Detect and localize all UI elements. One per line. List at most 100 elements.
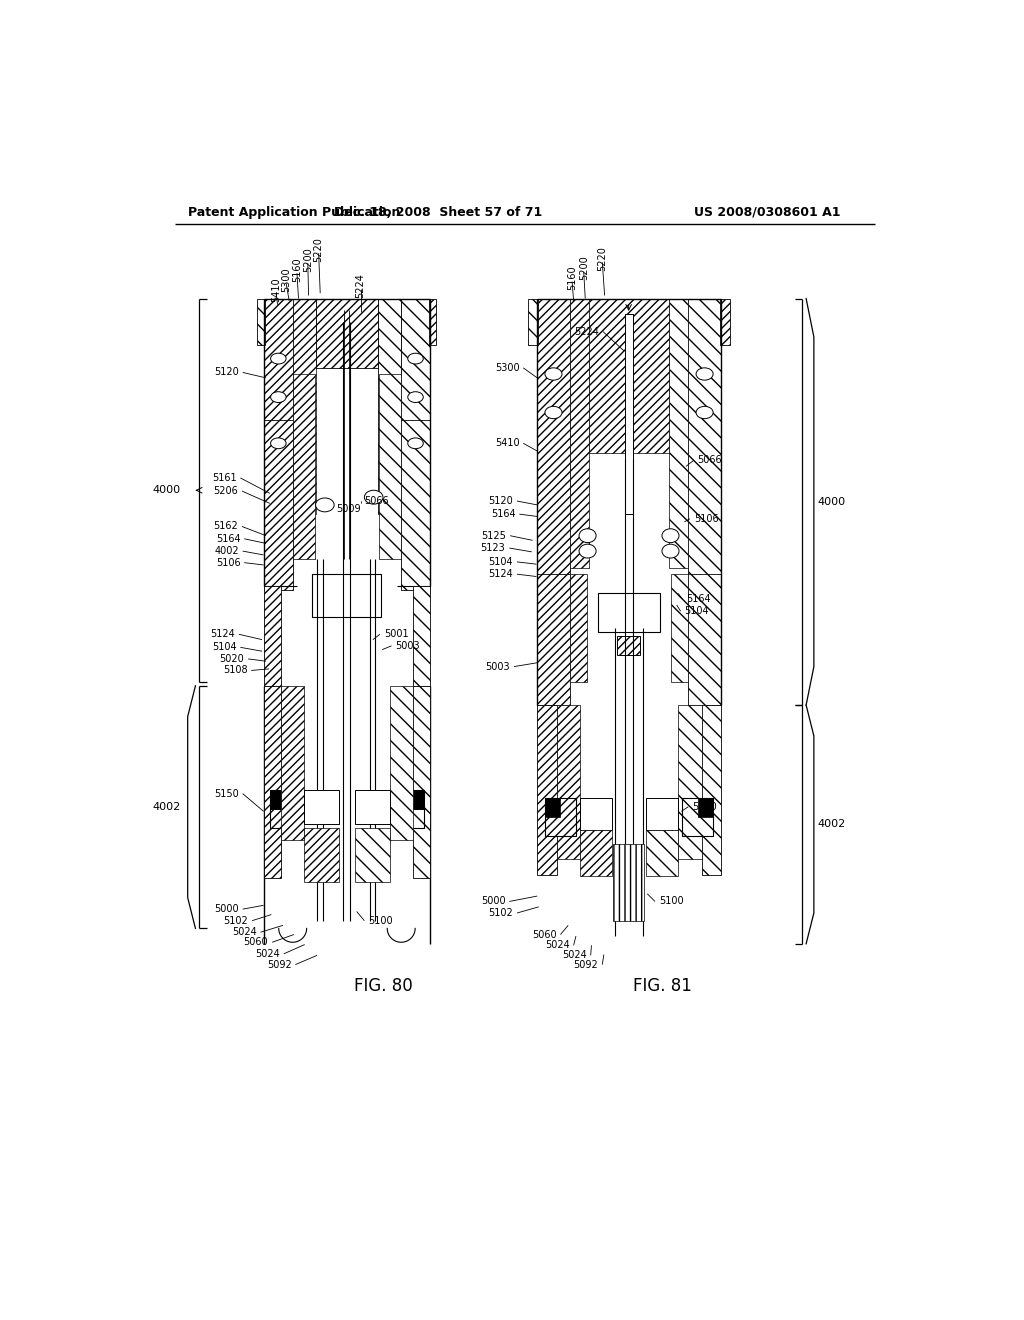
Bar: [397, 789, 424, 829]
Ellipse shape: [579, 529, 596, 543]
Bar: [270, 789, 297, 829]
Text: 5000: 5000: [481, 896, 506, 907]
Text: 5164: 5164: [490, 510, 515, 519]
Bar: [263, 298, 293, 560]
Text: 5066: 5066: [365, 496, 389, 506]
Text: 5125: 5125: [481, 531, 506, 541]
Text: 5100: 5100: [369, 916, 393, 925]
Text: FIG. 81: FIG. 81: [633, 977, 692, 995]
Text: 5200: 5200: [579, 255, 589, 280]
Text: 5120: 5120: [488, 496, 513, 506]
Bar: [669, 298, 688, 568]
Bar: [414, 586, 430, 686]
Bar: [538, 298, 569, 576]
Ellipse shape: [696, 407, 713, 418]
Bar: [316, 298, 378, 368]
Bar: [390, 686, 414, 840]
Text: 5150: 5150: [692, 801, 717, 812]
Bar: [293, 374, 314, 558]
Ellipse shape: [408, 354, 423, 364]
Bar: [672, 574, 688, 682]
Bar: [682, 797, 713, 836]
Bar: [414, 686, 430, 878]
Text: 5224: 5224: [574, 326, 599, 337]
Bar: [646, 797, 678, 830]
Bar: [678, 705, 701, 859]
Bar: [688, 298, 721, 576]
Bar: [569, 298, 589, 568]
Bar: [528, 298, 538, 345]
Text: 5410: 5410: [495, 438, 519, 449]
Bar: [263, 586, 281, 686]
Bar: [270, 789, 284, 809]
Bar: [617, 636, 640, 655]
Bar: [598, 594, 659, 632]
Text: 5060: 5060: [531, 929, 557, 940]
Text: 5108: 5108: [223, 665, 248, 676]
Text: 5123: 5123: [480, 543, 506, 553]
Bar: [400, 298, 430, 560]
Bar: [545, 797, 575, 836]
Ellipse shape: [270, 354, 286, 364]
Bar: [580, 830, 612, 876]
Bar: [281, 686, 304, 840]
Text: 5001: 5001: [384, 630, 409, 639]
Bar: [720, 298, 730, 345]
Text: Dec. 18, 2008  Sheet 57 of 71: Dec. 18, 2008 Sheet 57 of 71: [334, 206, 542, 219]
Bar: [263, 686, 281, 878]
Text: 5124: 5124: [488, 569, 513, 579]
Bar: [545, 797, 560, 817]
Text: 5102: 5102: [488, 908, 513, 917]
Text: 4002: 4002: [214, 546, 239, 556]
Text: 4002: 4002: [153, 801, 180, 812]
Bar: [379, 374, 400, 558]
Bar: [304, 829, 339, 882]
Text: 5160: 5160: [292, 257, 302, 281]
Text: 4002: 4002: [818, 820, 846, 829]
Ellipse shape: [270, 392, 286, 403]
Bar: [355, 829, 390, 882]
Text: 5120: 5120: [214, 367, 239, 378]
Text: 5066: 5066: [697, 455, 722, 465]
Text: 5000: 5000: [214, 904, 239, 915]
Bar: [293, 298, 316, 515]
Text: 5024: 5024: [545, 940, 569, 950]
Ellipse shape: [315, 498, 334, 512]
Bar: [688, 574, 721, 705]
Text: 5410: 5410: [271, 277, 281, 301]
Text: 5200: 5200: [303, 247, 312, 272]
Text: 5003: 5003: [395, 640, 420, 651]
Bar: [697, 797, 713, 817]
Text: 5060: 5060: [244, 937, 268, 948]
Ellipse shape: [408, 438, 423, 449]
Bar: [355, 789, 390, 825]
Text: 5092: 5092: [267, 960, 292, 970]
Ellipse shape: [545, 407, 562, 418]
Text: Patent Application Publication: Patent Application Publication: [188, 206, 400, 219]
Text: 5220: 5220: [597, 246, 607, 271]
Text: 5206: 5206: [213, 486, 238, 496]
Text: 4000: 4000: [818, 496, 846, 507]
Ellipse shape: [545, 368, 562, 380]
Text: 5161: 5161: [212, 473, 237, 483]
Text: 5100: 5100: [658, 896, 683, 907]
Bar: [613, 843, 644, 921]
Bar: [257, 298, 265, 345]
Bar: [538, 705, 557, 874]
Bar: [538, 574, 569, 705]
Text: 5104: 5104: [212, 643, 237, 652]
Text: FIG. 80: FIG. 80: [354, 977, 413, 995]
Text: 5102: 5102: [223, 916, 248, 925]
Bar: [646, 830, 678, 876]
Ellipse shape: [696, 368, 713, 380]
Text: 5300: 5300: [495, 363, 519, 372]
Bar: [701, 705, 721, 874]
Ellipse shape: [270, 438, 286, 449]
Text: 5092: 5092: [573, 960, 598, 970]
Text: 5106: 5106: [693, 513, 719, 524]
Bar: [410, 789, 424, 809]
Bar: [400, 420, 430, 590]
Text: 5124: 5124: [210, 630, 234, 639]
Text: 5104: 5104: [488, 557, 513, 566]
Bar: [589, 298, 669, 453]
